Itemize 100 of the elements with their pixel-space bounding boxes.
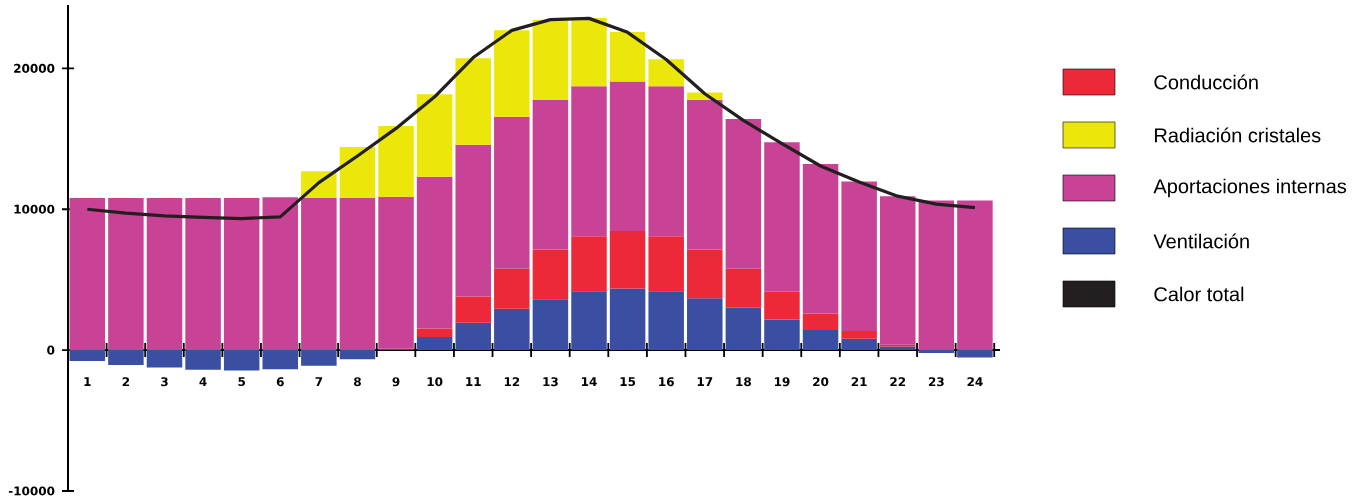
- x-tick-label: 13: [543, 377, 558, 387]
- bar: [69, 350, 106, 362]
- x-tick-label: 21: [851, 377, 867, 387]
- legend-label: Aportaciones internas: [1153, 178, 1347, 198]
- bar: [571, 236, 607, 292]
- bar: [146, 350, 183, 368]
- bar: [571, 291, 607, 351]
- bar: [648, 86, 684, 237]
- bar: [802, 163, 839, 314]
- legend-label: Radiación cristales: [1155, 127, 1321, 143]
- bar: [918, 350, 955, 354]
- bar: [725, 307, 762, 351]
- line-series: [85, 16, 977, 221]
- legend-label: Conducción: [1154, 74, 1258, 90]
- y-tick-label: 0: [47, 345, 55, 355]
- bar: [108, 350, 144, 366]
- bar: [185, 350, 221, 370]
- bar: [609, 231, 646, 289]
- bar: [609, 81, 646, 232]
- bar: [416, 176, 453, 329]
- x-tick-label: 12: [504, 377, 520, 387]
- bar: [339, 146, 376, 198]
- bar: [416, 94, 453, 177]
- x-tick-label: 22: [890, 377, 906, 387]
- x-tick-label: 3: [161, 377, 168, 387]
- bar: [879, 196, 916, 345]
- bar: [494, 308, 530, 351]
- bar: [687, 298, 723, 351]
- legend-label: Calor total: [1154, 286, 1244, 302]
- bar: [764, 319, 800, 351]
- bar: [841, 331, 877, 339]
- x-tick-label: 15: [620, 377, 636, 387]
- bar: [416, 336, 453, 351]
- x-tick-label: 11: [466, 377, 481, 386]
- bar: [532, 249, 569, 300]
- bar: [841, 338, 877, 351]
- bar: [802, 313, 839, 331]
- x-tick-label: 7: [315, 377, 323, 386]
- bar: [494, 116, 530, 269]
- bar: [802, 330, 839, 351]
- bar: [262, 197, 299, 351]
- x-tick-label: 18: [736, 377, 751, 387]
- x-tick-label: 4: [199, 377, 207, 386]
- x-tick-label: 19: [774, 377, 790, 387]
- x-tick-label: 24: [967, 377, 983, 387]
- x-tick-label: 14: [582, 377, 597, 386]
- bar: [957, 350, 993, 358]
- bar: [957, 200, 993, 351]
- x-tick-label: 2: [122, 377, 130, 387]
- bar: [609, 288, 646, 351]
- bar: [764, 142, 800, 292]
- x-tick-label: 9: [392, 377, 400, 387]
- x-tick-label: 23: [928, 377, 944, 387]
- y-tick-label: 10000: [14, 204, 55, 214]
- x-tick-label: 17: [697, 377, 713, 386]
- bar: [571, 17, 607, 87]
- bar: [687, 249, 723, 299]
- bar: [571, 86, 607, 237]
- bar: [223, 350, 260, 371]
- x-tick-label: 16: [659, 377, 674, 387]
- bar: [725, 119, 762, 269]
- bar: [494, 268, 530, 309]
- bar: [494, 30, 530, 117]
- y-tick-label: 20000: [14, 63, 55, 73]
- bar: [918, 200, 955, 351]
- bar: [455, 322, 491, 351]
- x-tick-label: 10: [427, 377, 443, 387]
- bar: [455, 296, 491, 323]
- bar: [725, 268, 762, 308]
- bar: [108, 197, 144, 351]
- x-tick-label: 6: [276, 377, 284, 387]
- bar: [532, 100, 569, 250]
- bar: [146, 197, 183, 351]
- bar: [532, 299, 569, 351]
- bar: [223, 197, 260, 351]
- bar: [609, 31, 646, 82]
- x-tick-label: 5: [238, 377, 246, 387]
- bar: [301, 350, 337, 366]
- x-tick-label: 8: [354, 377, 361, 387]
- bar: [455, 144, 491, 297]
- legend-label: Ventilación: [1153, 233, 1249, 249]
- bar: [648, 291, 684, 351]
- bar: [841, 181, 877, 332]
- bar: [416, 328, 453, 337]
- bar: [339, 350, 376, 360]
- bar: [648, 59, 684, 87]
- bar: [339, 197, 376, 351]
- bar: [879, 346, 916, 351]
- bar: [262, 350, 299, 370]
- bar: [69, 197, 106, 351]
- bar: [185, 197, 221, 351]
- bar: [378, 126, 414, 197]
- bar: [532, 19, 569, 101]
- bar: [648, 236, 684, 292]
- y-tick-label: -10000: [8, 486, 55, 496]
- x-tick-label: 20: [813, 377, 829, 387]
- bar: [301, 197, 337, 351]
- bar: [687, 99, 723, 250]
- bar: [455, 58, 491, 145]
- x-tick-label: 1: [84, 377, 91, 386]
